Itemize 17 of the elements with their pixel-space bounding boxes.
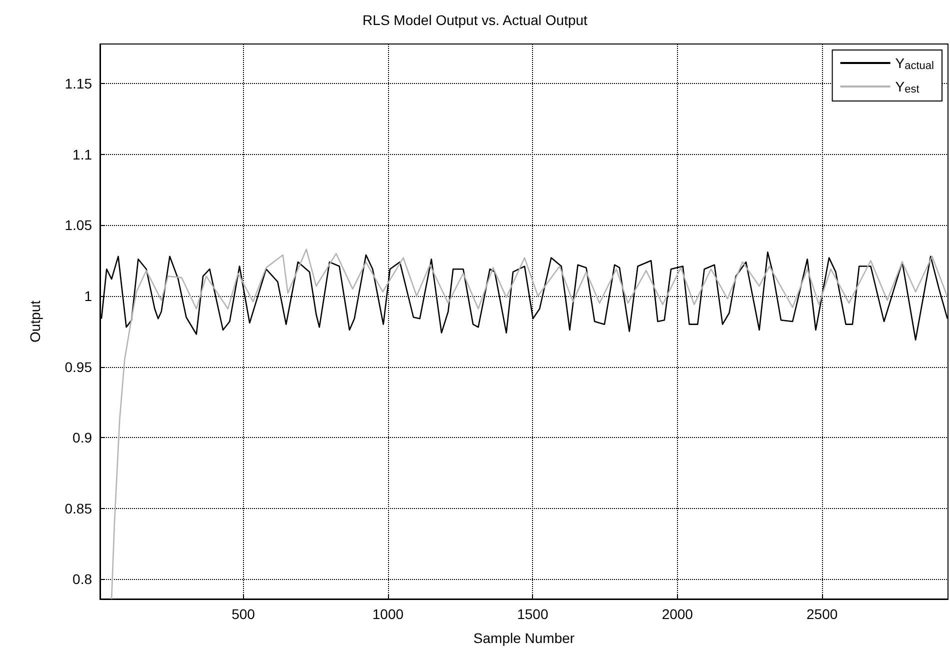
y-tick-label: 0.9 <box>72 430 92 446</box>
y-tick-label: 0.95 <box>64 358 92 375</box>
x-tick-label: 2000 <box>662 606 694 622</box>
y-tick-label: 0.85 <box>64 500 92 516</box>
y-tick-label: 1.1 <box>72 146 92 162</box>
x-tick-label: 1000 <box>372 606 404 622</box>
y-tick-label: 1.15 <box>64 76 92 92</box>
y-axis-title: Output <box>27 300 43 343</box>
chart-title: RLS Model Output vs. Actual Output <box>362 12 588 28</box>
y-tick-label: 1.05 <box>64 217 92 234</box>
line-series <box>110 248 948 600</box>
x-axis-title: Sample Number <box>473 630 575 646</box>
x-tick-label: 2500 <box>806 606 838 622</box>
x-tick-label: 1500 <box>517 606 548 622</box>
y-tick-label: 1 <box>84 288 92 304</box>
x-tick-label: 500 <box>232 606 256 622</box>
y-tick-label: 0.8 <box>72 571 92 588</box>
